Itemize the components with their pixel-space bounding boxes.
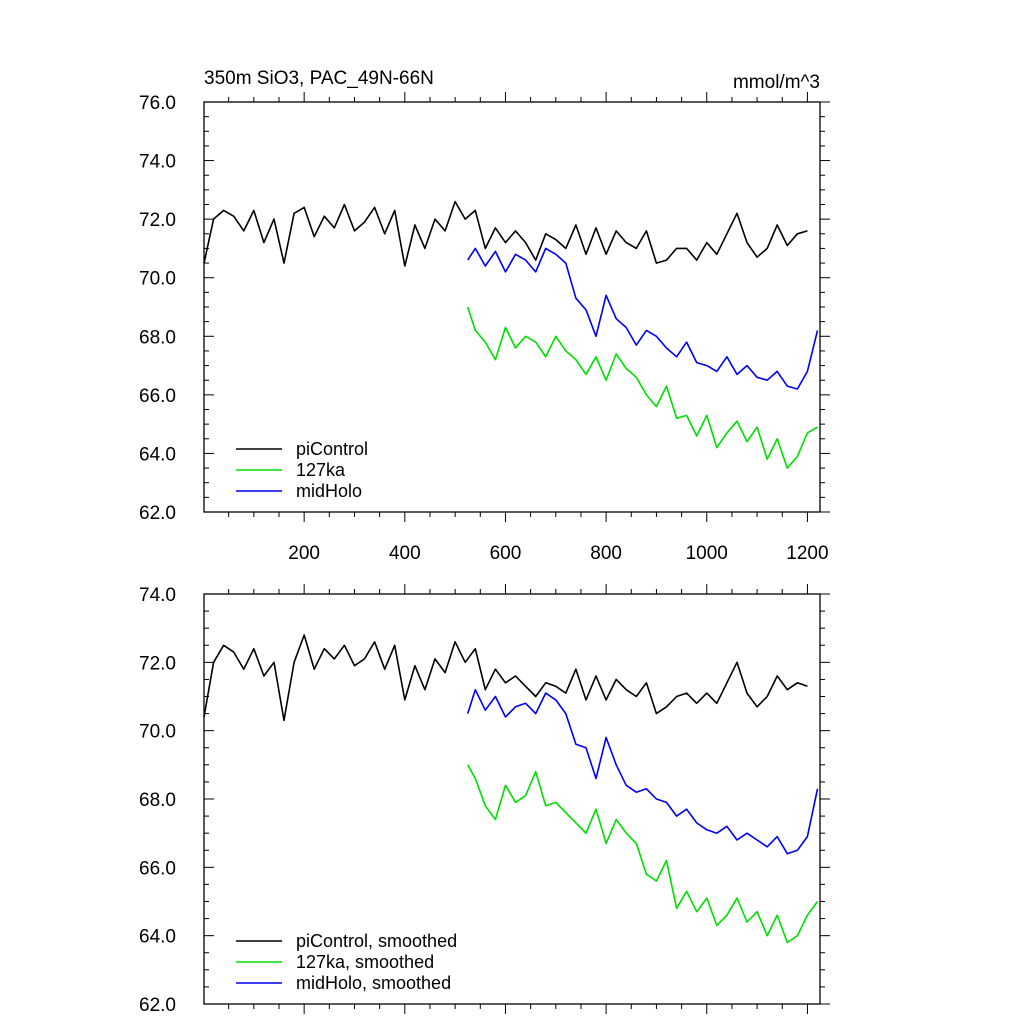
series-line-midholo-smoothed [466, 688, 819, 855]
legend-label: midHolo, smoothed [296, 973, 451, 993]
series-line-picontrol-smoothed [203, 634, 808, 722]
series-line-127ka [466, 306, 818, 469]
units-label: mmol/m^3 [733, 72, 820, 93]
x-tick-label: 1200 [786, 543, 828, 564]
legend-label: piControl, smoothed [296, 931, 457, 951]
y-tick-label: 70.0 [139, 722, 176, 743]
x-tick-label: 400 [389, 543, 421, 564]
y-tick-label: 70.0 [139, 269, 176, 290]
y-tick-label: 62.0 [139, 503, 176, 524]
top-panel: 200 400 600 800 1000 1200 62.0 64.0 66.0 68.0 70.0… [139, 92, 830, 564]
y-tick-label: 74.0 [139, 585, 176, 606]
x-tick-label: 1000 [686, 543, 728, 564]
legend-label: 127ka [296, 460, 346, 480]
bottom-panel: 62.0 64.0 66.0 68.0 70.0 72.0 74.0 piControl, s… [139, 584, 830, 1016]
legend-label: midHolo [296, 481, 362, 501]
y-tick-label: 64.0 [139, 444, 176, 465]
legend-label: 127ka, smoothed [296, 952, 434, 972]
series-line-127ka-smoothed [467, 764, 819, 944]
y-tick-label: 68.0 [139, 790, 176, 811]
y-tick-label: 62.0 [139, 995, 176, 1016]
y-tick-label: 64.0 [139, 927, 176, 948]
series-line-picontrol [203, 200, 808, 267]
x-tick-label: 600 [490, 543, 522, 564]
y-tick-label: 72.0 [139, 653, 176, 674]
y-tick-label: 68.0 [139, 327, 176, 348]
chart-title: 350m SiO3, PAC_49N-66N [204, 68, 434, 89]
legend-label: piControl [296, 439, 368, 459]
y-tick-label: 72.0 [139, 210, 176, 231]
y-tick-label: 66.0 [139, 386, 176, 407]
x-tick-label: 200 [288, 543, 320, 564]
series-line-midholo [467, 247, 819, 390]
y-tick-label: 66.0 [139, 858, 176, 879]
y-tick-label: 74.0 [139, 152, 176, 173]
x-tick-label: 800 [590, 543, 622, 564]
y-tick-label: 76.0 [139, 93, 176, 114]
